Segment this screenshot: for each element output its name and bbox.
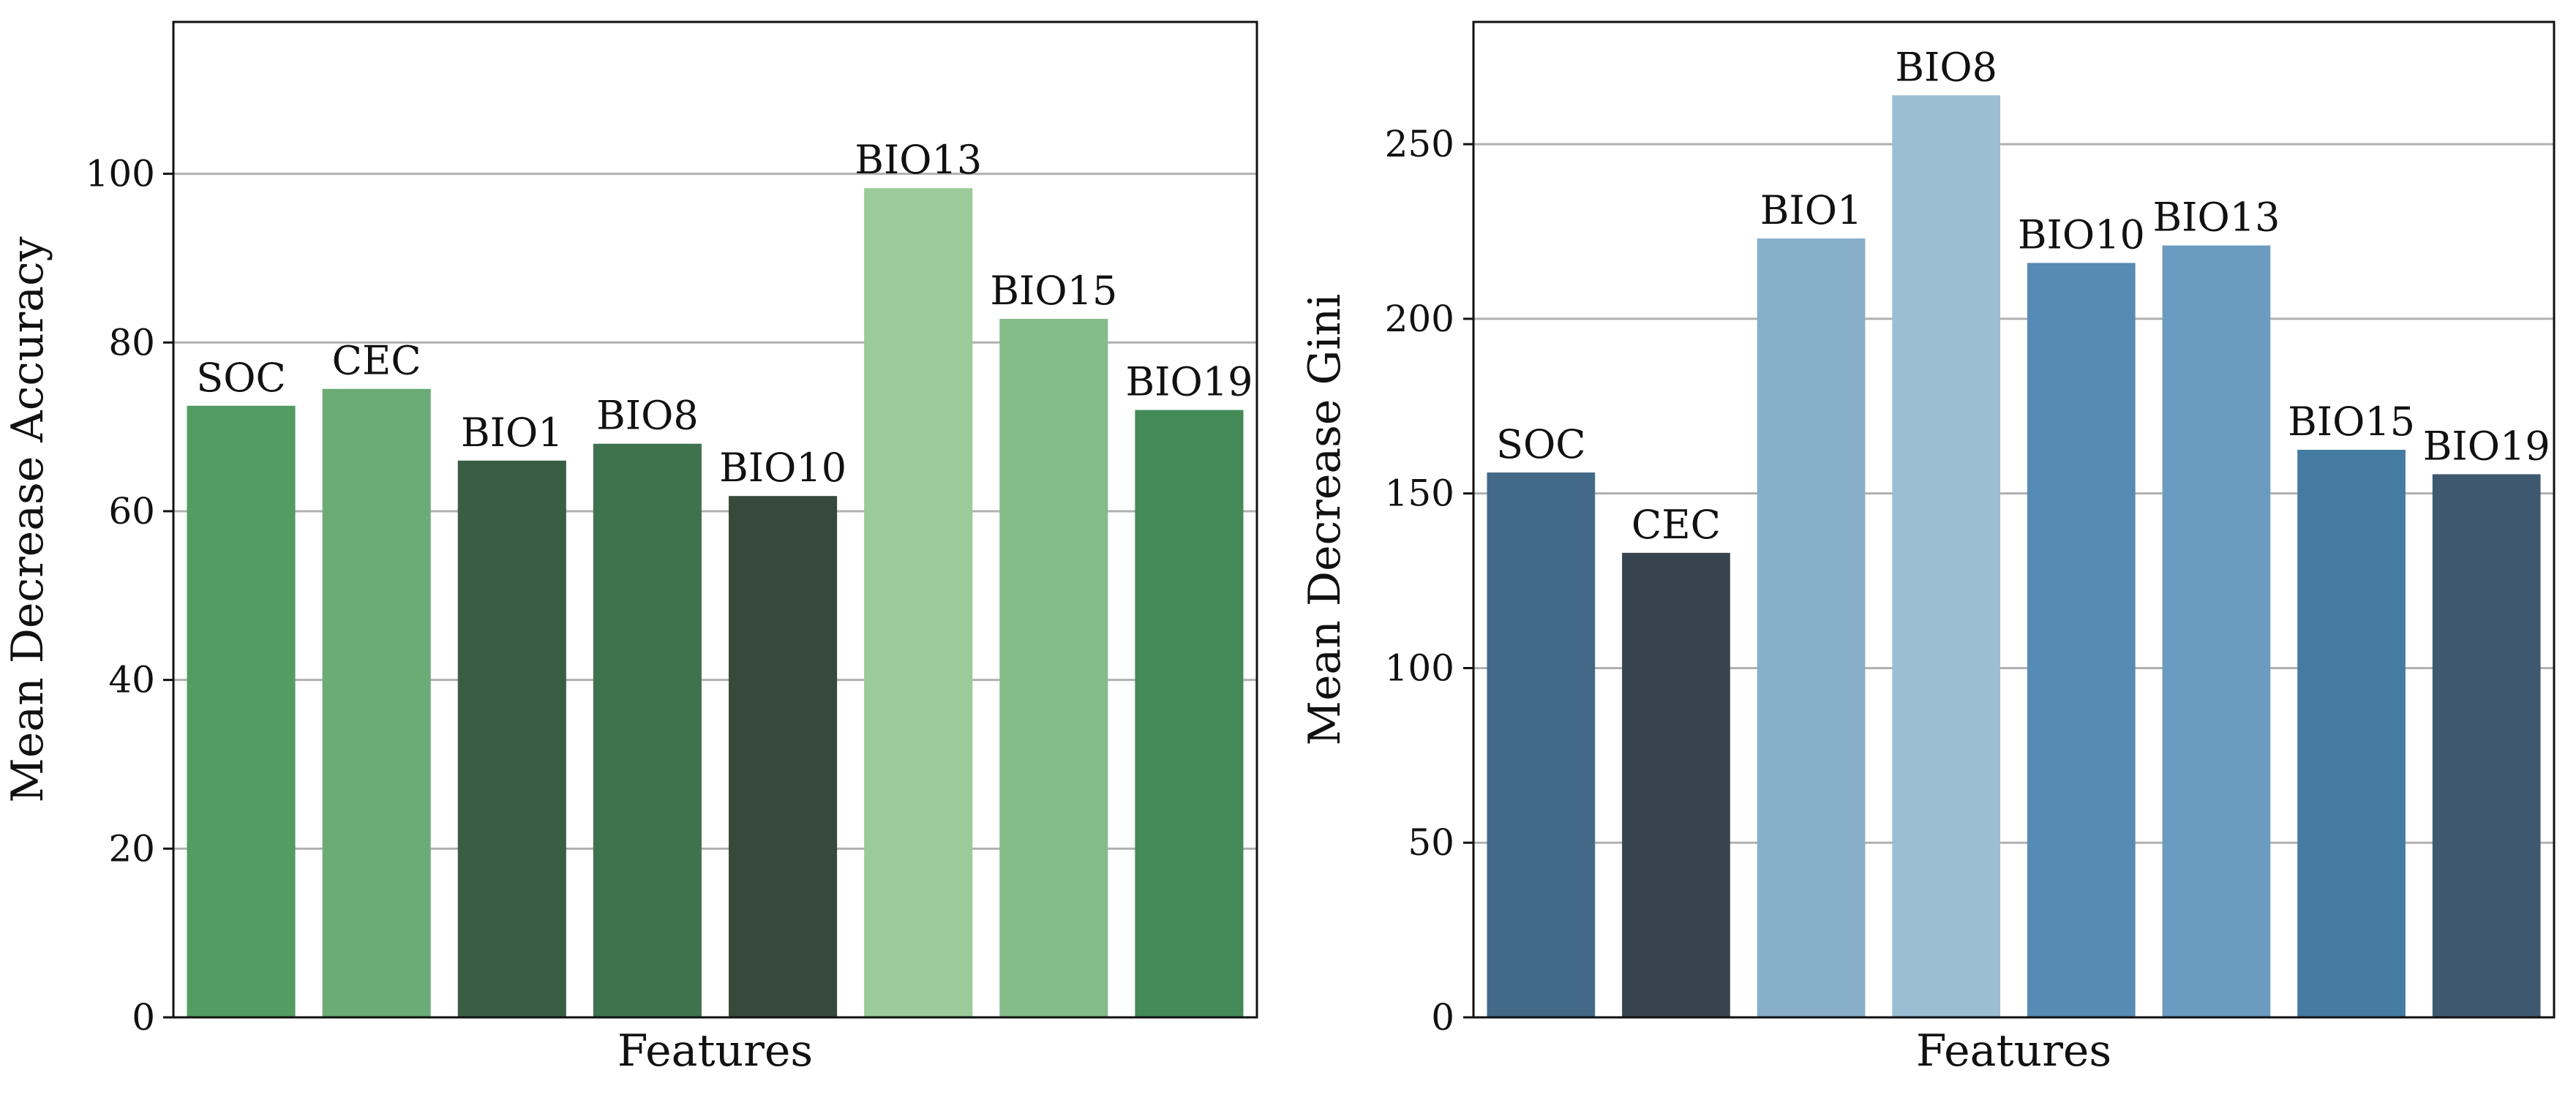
y-tick-label: 50: [1408, 821, 1454, 864]
bar-bio10: [729, 496, 838, 1017]
bar-label: BIO8: [1895, 44, 1997, 90]
bar-bio8: [593, 443, 702, 1017]
bar-soc: [187, 405, 296, 1017]
bar-label: BIO10: [719, 445, 846, 491]
bar-bio10: [2027, 263, 2136, 1017]
y-axis-title: Mean Decrease Accuracy: [2, 236, 53, 802]
bar-label: BIO13: [855, 137, 982, 183]
bar-label: SOC: [1496, 421, 1586, 467]
bar-label: BIO19: [1125, 359, 1253, 405]
bar-bio8: [1892, 95, 2001, 1018]
bar-label: BIO15: [990, 268, 1117, 314]
bar-bio1: [1757, 238, 1866, 1018]
bar-label: BIO8: [596, 393, 699, 439]
axes-frame: [1472, 20, 2556, 1019]
y-tick-label: 80: [108, 321, 155, 363]
bar-bio19: [2432, 474, 2541, 1017]
x-axis-title: Features: [1916, 1025, 2111, 1077]
y-tick-label: 0: [132, 996, 155, 1039]
y-axis-title: Mean Decrease Gini: [1299, 294, 1351, 746]
bar-label: BIO10: [2018, 212, 2145, 258]
bar-label: BIO1: [461, 410, 563, 456]
bar-label: BIO15: [2288, 399, 2415, 445]
y-tick-label: 250: [1385, 123, 1454, 165]
bar-soc: [1487, 472, 1596, 1017]
x-axis-title: Features: [617, 1025, 813, 1077]
y-tick-label: 100: [86, 153, 155, 195]
bar-label: CEC: [332, 338, 421, 384]
bar-bio19: [1135, 410, 1244, 1017]
bar-label: SOC: [196, 355, 286, 401]
bar-label: BIO13: [2152, 195, 2280, 241]
y-tick-label: 150: [1385, 472, 1454, 515]
chart-panel-1: 0 20 40 60 80 100 SOC CEC BIO1 BIO8 BIO10 BIO13 BIO1…: [2, 20, 1258, 1077]
bar-bio13: [864, 188, 973, 1018]
y-tick-label: 100: [1385, 647, 1454, 689]
bar-bio15: [2297, 449, 2406, 1017]
bar-cec: [1622, 552, 1730, 1017]
bar-label: BIO19: [2423, 423, 2550, 469]
bar-bio13: [2162, 245, 2271, 1018]
bar-label: CEC: [1631, 502, 1721, 548]
y-tick-label: 20: [108, 827, 155, 870]
y-tick-label: 0: [1431, 996, 1454, 1039]
y-tick-label: 60: [108, 490, 155, 532]
chart-panel-2: 0 50 100 150 200 250 SOC CEC BIO1 BIO8 BIO10 BIO13 B…: [1299, 20, 2556, 1077]
y-tick-label: 40: [108, 659, 155, 701]
y-tick-label: 200: [1385, 298, 1454, 340]
bar-bio1: [457, 460, 566, 1017]
axes-frame: [172, 20, 1258, 1019]
bar-cec: [322, 388, 431, 1017]
bar-label: BIO1: [1760, 187, 1863, 233]
bar-bio15: [999, 318, 1108, 1017]
